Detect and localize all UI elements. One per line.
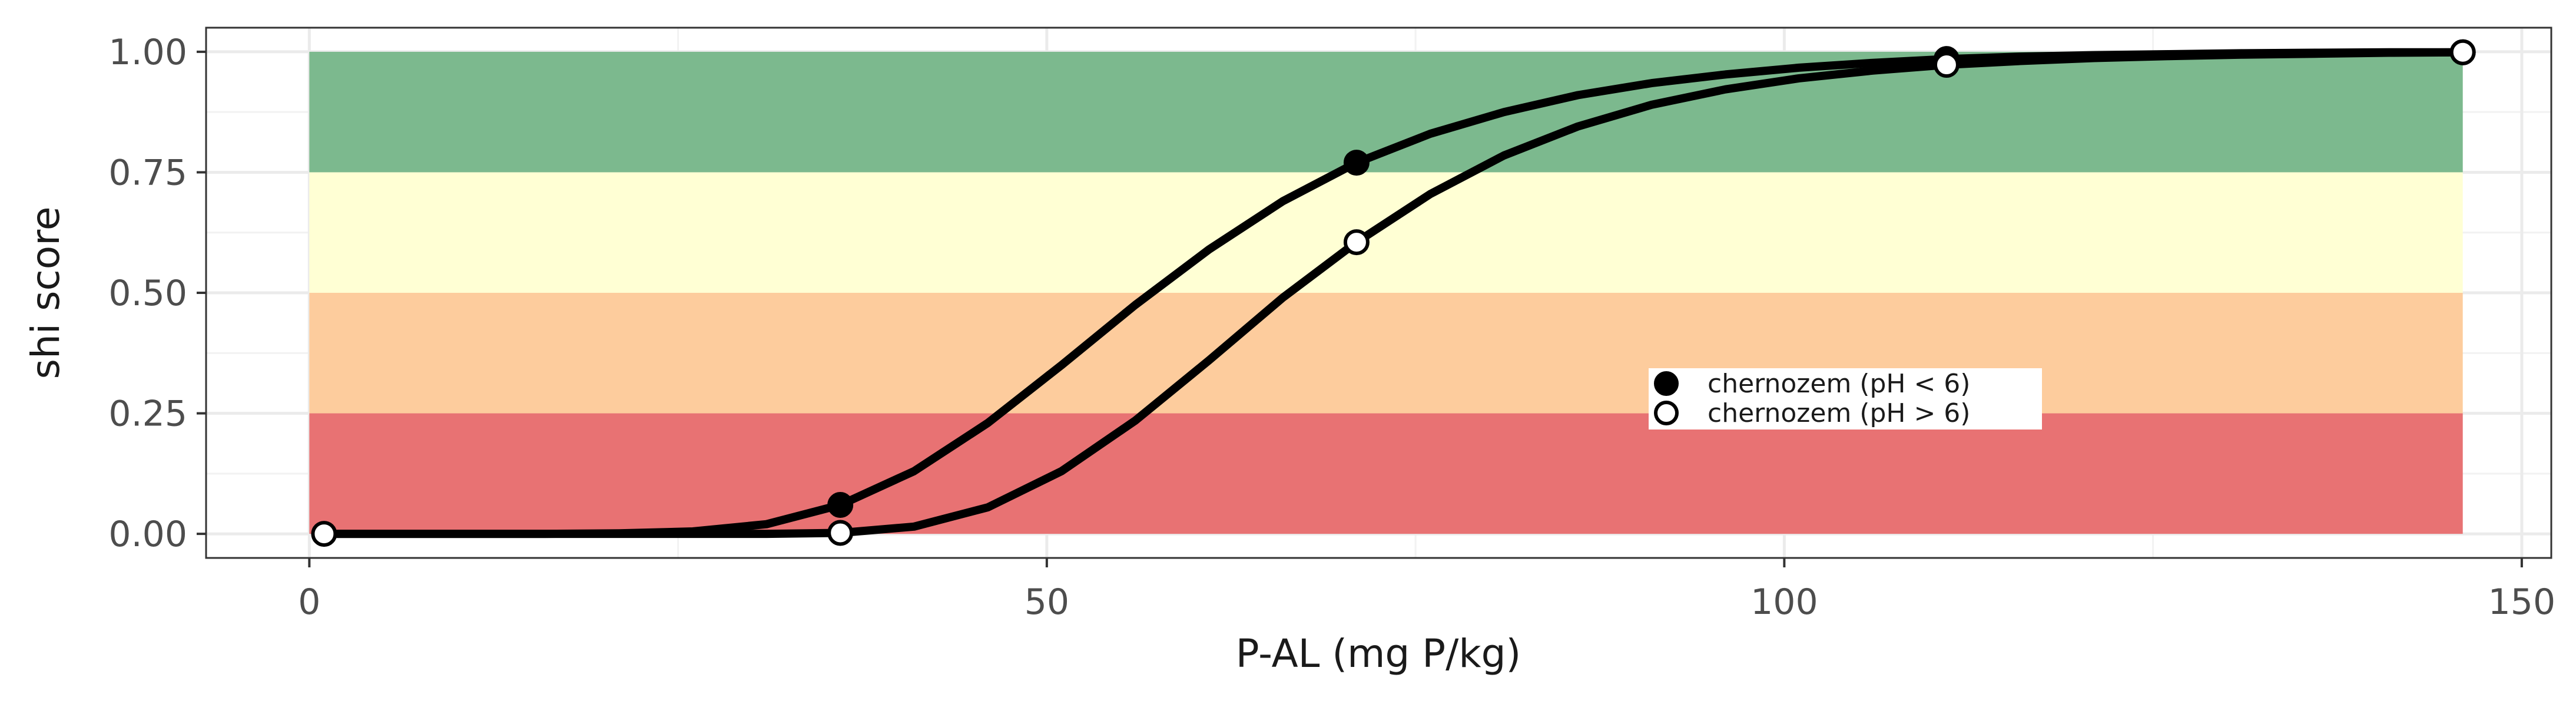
- y-tick-label: 1.00: [108, 32, 187, 73]
- score-bands: [309, 51, 2463, 534]
- series-lines: [320, 48, 2467, 538]
- legend-label-0: chernozem (pH < 6): [1708, 369, 1970, 399]
- series-0-point: [827, 492, 854, 518]
- x-tick-label: 0: [298, 582, 320, 623]
- y-axis-title: shi score: [23, 207, 68, 379]
- y-tick-label: 0.75: [108, 152, 187, 193]
- legend-label-1: chernozem (pH > 6): [1708, 398, 1970, 428]
- y-tick-label: 0.25: [108, 394, 187, 435]
- series-1-point: [827, 520, 854, 546]
- series-1-point: [2449, 39, 2476, 65]
- legend-background: [1649, 368, 2042, 430]
- x-tick-label: 50: [1025, 582, 1069, 623]
- series-markers: [311, 39, 2476, 547]
- legend-marker-1: [1654, 401, 1679, 425]
- series-1-point: [1933, 52, 1960, 78]
- series-1-point: [311, 521, 337, 547]
- band-1: [309, 172, 2463, 293]
- band-3: [309, 413, 2463, 534]
- x-tick-label: 150: [2488, 582, 2556, 623]
- series-0-point: [1343, 150, 1370, 176]
- series-1-point: [1343, 229, 1370, 256]
- x-axis-title: P-AL (mg P/kg): [1236, 631, 1521, 676]
- band-2: [309, 293, 2463, 414]
- legend-marker-0: [1654, 371, 1679, 396]
- legend: chernozem (pH < 6)chernozem (pH > 6): [1649, 368, 2042, 430]
- x-tick-label: 100: [1751, 582, 1818, 623]
- x-axis: 0 50 100 150: [298, 558, 2555, 623]
- y-tick-label: 0.00: [108, 514, 187, 555]
- y-tick-label: 0.50: [108, 273, 187, 314]
- series-line-1: [320, 48, 2467, 538]
- y-axis: 0.00 0.25 0.50 0.75 1.00: [108, 32, 206, 555]
